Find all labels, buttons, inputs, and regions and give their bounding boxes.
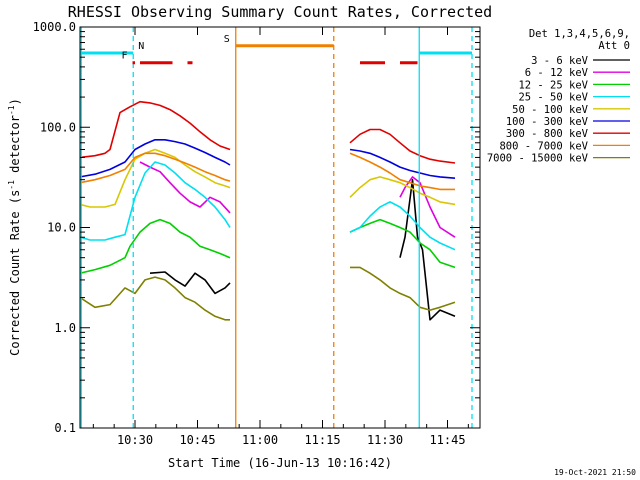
series-line-7-0 (80, 152, 231, 184)
series-line-2-1 (349, 218, 456, 269)
series-line-4-0 (80, 148, 231, 208)
x-tick-label-1: 10:45 (179, 433, 215, 447)
legend-label-7: 800 - 7000 keV (499, 140, 588, 152)
flag-label-N: N (138, 41, 144, 52)
flag-bars: N S F (80, 34, 472, 65)
legend-header-2: Att 0 (598, 40, 630, 52)
series-line-1-0 (139, 161, 231, 214)
x-tick-label-5: 11:45 (429, 433, 465, 447)
legend-label-2: 12 - 25 keV (518, 79, 588, 91)
flag-label-S: S (224, 34, 230, 45)
series-line-0-0 (149, 271, 231, 295)
flag-label-F: F (121, 51, 127, 62)
legend-label-4: 50 - 100 keV (512, 104, 589, 116)
series-line-1-1 (399, 176, 456, 238)
x-tick-label-2: 11:00 (242, 433, 278, 447)
legend-label-3: 25 - 50 keV (518, 92, 588, 104)
series-line-7-1 (349, 152, 455, 191)
y-tick-label-3: 100.0 (40, 120, 76, 134)
series-line-5-1 (349, 148, 456, 179)
series-line-5-0 (80, 139, 231, 178)
legend-label-6: 300 - 800 keV (506, 128, 589, 140)
y-tick-label-0: 0.1 (54, 421, 76, 435)
timestamp-footer: 19-Oct-2021 21:50 (554, 468, 636, 477)
legend-label-0: 3 - 6 keV (531, 55, 589, 67)
x-tick-label-4: 11:30 (367, 433, 403, 447)
legend-label-8: 7000 - 15000 keV (487, 153, 589, 165)
x-tick-label-3: 11:15 (304, 433, 340, 447)
vertical-markers (80, 27, 473, 428)
series-line-4-1 (349, 176, 456, 206)
y-tick-label-1: 1.0 (54, 321, 76, 335)
chart-title: RHESSI Observing Summary Count Rates, Co… (68, 3, 492, 21)
series-line-8-1 (350, 266, 456, 311)
series-line-6-0 (80, 100, 231, 159)
series-line-3-0 (80, 161, 231, 241)
series-line-6-1 (349, 128, 456, 164)
legend-header-1: Det 1,3,4,5,6,9, (529, 28, 630, 40)
y-tick-label-2: 10.0 (47, 221, 76, 235)
y-axis-label: Corrected Count Rate (s-1 detector-1) (7, 98, 22, 356)
y-tick-label-4: 1000.0 (33, 20, 76, 34)
legend-label-5: 100 - 300 keV (506, 116, 589, 128)
series-line-3-1 (349, 201, 456, 251)
x-axis-label: Start Time (16-Jun-13 10:16:42) (168, 456, 392, 470)
axes: 10:30 10:45 11:00 11:15 11:30 11:45 0.1 1.0 10.0… (33, 20, 480, 447)
series-line-2-0 (80, 218, 231, 274)
series-layer (80, 100, 456, 321)
x-tick-label-0: 10:30 (117, 433, 153, 447)
series-line-8-0 (80, 276, 230, 321)
legend-label-1: 6 - 12 keV (525, 67, 589, 79)
